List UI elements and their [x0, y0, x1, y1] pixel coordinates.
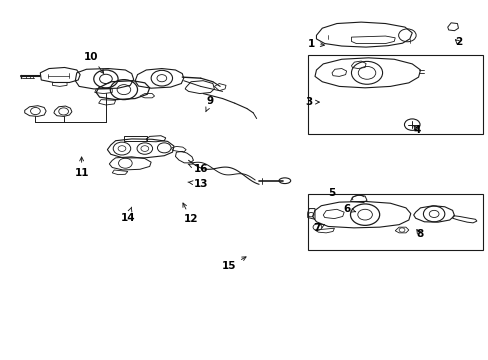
- Bar: [307, 55, 482, 134]
- Text: 4: 4: [412, 125, 420, 135]
- Text: 3: 3: [305, 97, 319, 107]
- Text: 12: 12: [183, 203, 198, 224]
- Text: 10: 10: [84, 52, 103, 73]
- Text: 8: 8: [415, 229, 422, 239]
- Text: 2: 2: [454, 37, 461, 48]
- Text: 6: 6: [342, 203, 355, 213]
- Text: 15: 15: [221, 257, 245, 271]
- Text: 5: 5: [328, 188, 335, 198]
- Text: 1: 1: [307, 39, 324, 49]
- Text: 16: 16: [188, 164, 207, 174]
- Bar: [307, 194, 482, 249]
- Text: 7: 7: [313, 223, 324, 233]
- Text: 11: 11: [74, 157, 89, 178]
- Text: 13: 13: [187, 179, 207, 189]
- Text: 14: 14: [120, 207, 135, 222]
- Text: 9: 9: [205, 96, 214, 112]
